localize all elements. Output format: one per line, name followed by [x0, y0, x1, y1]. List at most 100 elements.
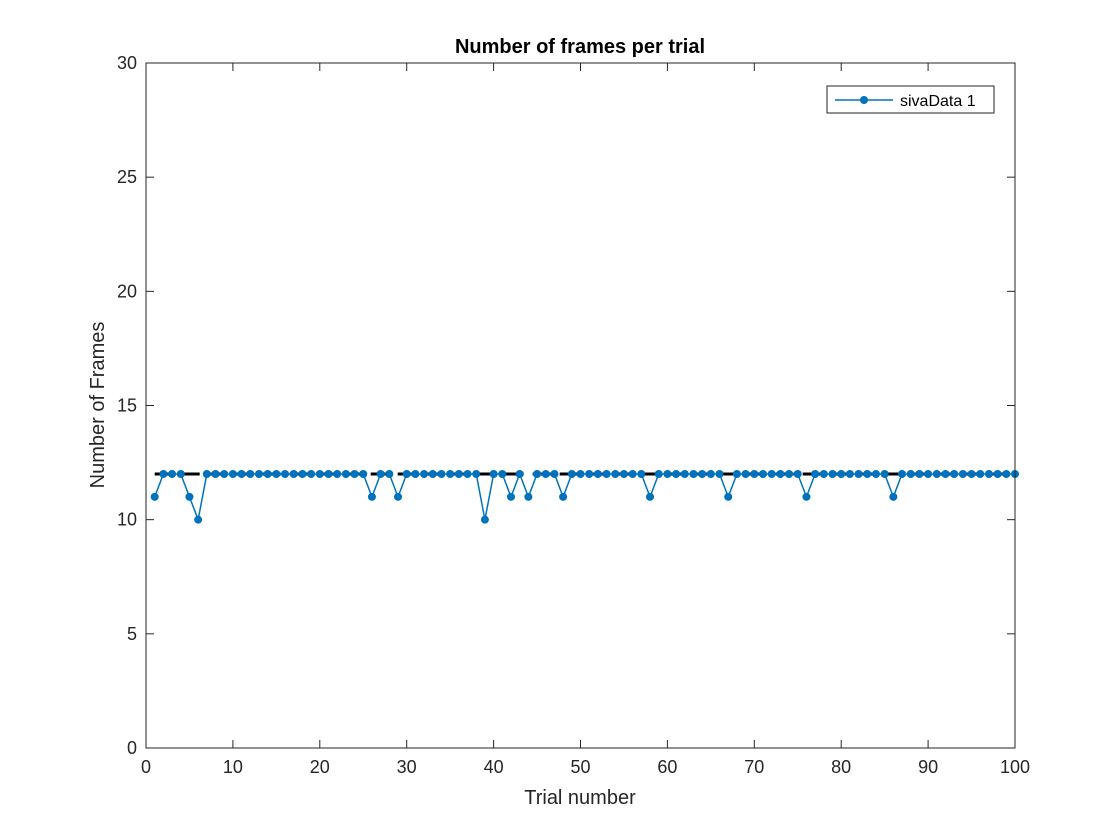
y-tick-label: 15: [117, 396, 137, 416]
data-point: [428, 470, 437, 478]
data-point: [376, 470, 385, 478]
data-point: [958, 470, 967, 478]
data-point: [541, 470, 550, 478]
data-point: [924, 470, 933, 478]
data-point: [150, 492, 159, 501]
y-tick-label: 10: [117, 510, 137, 530]
x-tick-label: 90: [918, 757, 938, 777]
data-point: [889, 492, 898, 501]
data-point: [706, 470, 715, 478]
x-tick-label: 30: [397, 757, 417, 777]
data-point: [680, 470, 689, 478]
data-point: [228, 470, 237, 478]
data-point: [602, 470, 611, 478]
data-point: [672, 470, 681, 478]
data-point: [828, 470, 837, 478]
data-point: [698, 470, 707, 478]
data-point: [272, 470, 281, 478]
data-point: [758, 470, 767, 478]
data-point: [898, 470, 907, 478]
x-tick-label: 20: [310, 757, 330, 777]
data-point: [863, 470, 872, 478]
x-tick-label: 60: [657, 757, 677, 777]
data-point: [976, 470, 985, 478]
data-point: [715, 470, 724, 478]
x-tick-label: 0: [141, 757, 151, 777]
data-point: [1002, 470, 1011, 478]
data-point: [411, 470, 420, 478]
data-point: [776, 470, 785, 478]
data-point: [402, 470, 411, 478]
data-point: [350, 470, 359, 478]
data-point: [637, 470, 646, 478]
y-tick-label: 0: [127, 738, 137, 758]
x-tick-label: 10: [223, 757, 243, 777]
data-point: [567, 470, 576, 478]
data-point: [619, 470, 628, 478]
data-point: [654, 470, 663, 478]
data-point: [202, 470, 211, 478]
data-point: [646, 492, 655, 501]
data-point: [489, 470, 498, 478]
data-point: [220, 470, 229, 478]
data-point: [159, 470, 168, 478]
data-point: [237, 470, 246, 478]
data-point: [194, 515, 203, 524]
data-point: [385, 470, 394, 478]
y-tick-label: 30: [117, 53, 137, 73]
y-tick-label: 20: [117, 281, 137, 301]
data-point: [446, 470, 455, 478]
x-tick-label: 40: [484, 757, 504, 777]
data-point: [576, 470, 585, 478]
data-point: [611, 470, 620, 478]
data-point: [845, 470, 854, 478]
data-point: [472, 470, 481, 478]
data-point: [341, 470, 350, 478]
data-point: [732, 470, 741, 478]
data-point: [506, 492, 515, 501]
data-point: [185, 492, 194, 501]
data-point: [437, 470, 446, 478]
data-point: [289, 470, 298, 478]
data-point: [767, 470, 776, 478]
data-point: [394, 492, 403, 501]
data-point: [324, 470, 333, 478]
data-point: [932, 470, 941, 478]
data-point: [837, 470, 846, 478]
plot-area: [146, 63, 1015, 748]
data-point: [454, 470, 463, 478]
data-point: [585, 470, 594, 478]
data-point: [663, 470, 672, 478]
data-point: [871, 470, 880, 478]
data-point: [246, 470, 255, 478]
data-point: [307, 470, 316, 478]
data-point: [211, 470, 220, 478]
data-point: [750, 470, 759, 478]
y-tick-label: 5: [127, 624, 137, 644]
data-point: [724, 492, 733, 501]
data-point: [480, 515, 489, 524]
data-point: [263, 470, 272, 478]
data-point: [819, 470, 828, 478]
data-point: [811, 470, 820, 478]
y-axis-label: Number of Frames: [87, 322, 109, 489]
data-point: [533, 470, 542, 478]
x-tick-label: 50: [570, 757, 590, 777]
data-point: [950, 470, 959, 478]
data-point: [941, 470, 950, 478]
data-point: [785, 470, 794, 478]
data-point: [463, 470, 472, 478]
legend-label: sivaData 1: [900, 93, 976, 110]
data-point: [254, 470, 263, 478]
legend-marker: [860, 96, 868, 104]
data-point: [793, 470, 802, 478]
data-point: [967, 470, 976, 478]
data-point: [593, 470, 602, 478]
data-point: [854, 470, 863, 478]
data-point: [515, 470, 524, 478]
data-point: [628, 470, 637, 478]
x-tick-label: 70: [744, 757, 764, 777]
y-tick-label: 25: [117, 167, 137, 187]
axes: 0 10 20 30 40 50 60 70 80 90 100 0 5 10 15 20 25 30: [117, 53, 1030, 777]
chart-title: Number of frames per trial: [455, 36, 705, 58]
